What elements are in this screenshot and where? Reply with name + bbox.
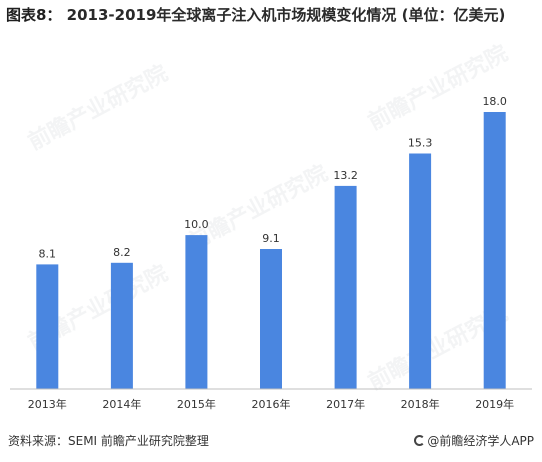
brand-credit-text: @前瞻经济学人APP xyxy=(427,434,534,448)
source-note: 资料来源：SEMI 前瞻产业研究院整理 xyxy=(8,434,209,448)
x-tick-label-group: 2013年 2014年 2015年 2016年 2017年 2018年 2019年 xyxy=(28,397,514,411)
bar-2014年 xyxy=(110,262,133,389)
chart-title-text: 2013-2019年全球离子注入机市场规模变化情况 (单位：亿美元) xyxy=(66,6,506,24)
chart-title: 图表8： 2013-2019年全球离子注入机市场规模变化情况 (单位：亿美元) xyxy=(6,6,534,25)
bar-2019年 xyxy=(483,112,506,389)
bar-2016年 xyxy=(260,249,282,389)
bar-2015年 xyxy=(185,235,208,389)
x-tick-label: 2018年 xyxy=(401,397,440,411)
value-label: 18.0 xyxy=(482,95,507,108)
x-tick-label: 2017年 xyxy=(326,397,365,411)
x-tick-label: 2019年 xyxy=(475,397,514,411)
value-label: 10.0 xyxy=(184,218,209,231)
bar-chart: 8.1 8.2 10.0 9.1 13.2 15.3 18.0 2013年 2014年 2015… xyxy=(10,95,532,411)
bar-group xyxy=(36,112,506,389)
brand-logo-icon xyxy=(414,435,426,446)
value-label: 15.3 xyxy=(408,137,433,150)
value-label: 8.2 xyxy=(113,246,131,259)
figure-number: 图表8： xyxy=(6,6,62,24)
x-tick-label: 2014年 xyxy=(102,397,141,411)
value-label: 8.1 xyxy=(39,247,57,260)
value-label-group: 8.1 8.2 10.0 9.1 13.2 15.3 18.0 xyxy=(39,95,507,260)
value-label: 13.2 xyxy=(333,169,358,182)
bar-2018年 xyxy=(409,153,432,389)
bar-2013年 xyxy=(36,264,59,389)
brand-credit: @前瞻经济学人APP xyxy=(414,432,534,449)
x-tick-label: 2013年 xyxy=(28,397,67,411)
bar-2017年 xyxy=(334,185,357,389)
x-tick-label: 2015年 xyxy=(177,397,216,411)
value-label: 9.1 xyxy=(262,232,280,245)
x-tick-label: 2016年 xyxy=(252,397,291,411)
